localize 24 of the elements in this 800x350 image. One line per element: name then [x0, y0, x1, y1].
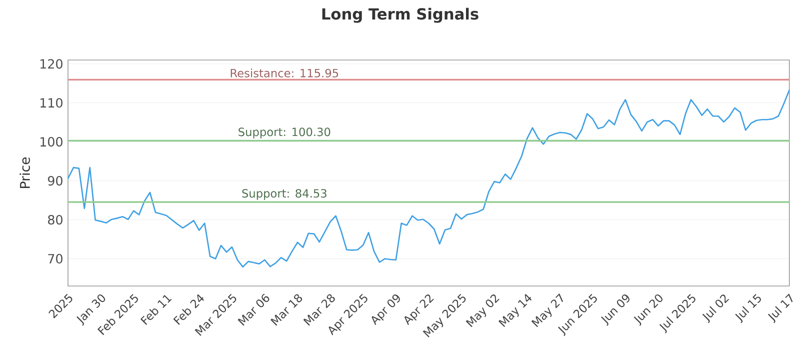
x-tick-label: Jul 15	[735, 294, 761, 324]
x-tick-label: Feb 11	[140, 294, 172, 325]
x-tick-label: Feb 24	[173, 294, 204, 325]
y-tick-label: 120	[40, 59, 62, 69]
y-tick-label: 80	[48, 214, 62, 225]
ref-line-label: Support: 84.53	[242, 189, 326, 200]
ref-line-label: Support: 100.30	[238, 128, 330, 138]
ref-line-label: Resistance: 115.95	[230, 68, 338, 78]
x-tick-label: Jul 02	[702, 294, 730, 324]
x-tick-label: Jan 30	[76, 294, 106, 326]
y-tick-label: 100	[40, 137, 62, 147]
x-tick-label: Mar 18	[270, 294, 302, 326]
y-tick-label: 90	[48, 176, 62, 186]
x-tick-label: Jun 20	[634, 294, 662, 326]
chart-title: Long Term Signals	[322, 8, 478, 23]
x-tick-label: Jul 17	[768, 294, 793, 324]
x-tick-label: Apr 09	[372, 294, 400, 326]
y-tick-label: 110	[40, 98, 62, 108]
x-tick-label: Jun 09	[601, 294, 630, 326]
y-tick-label: 70	[48, 254, 62, 264]
x-tick-label: Mar 06	[238, 294, 270, 326]
y-axis-title: Price	[20, 157, 30, 188]
x-tick-label: Apr 22	[404, 294, 434, 326]
x-tick-label: Mar 28	[303, 294, 335, 326]
